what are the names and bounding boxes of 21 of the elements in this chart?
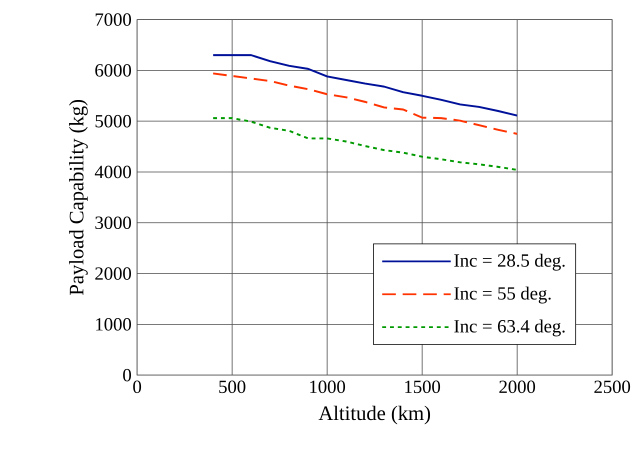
- legend-label: Inc = 63.4 deg.: [454, 319, 565, 336]
- line-series: [212, 117, 518, 171]
- y-tick-label: 0: [123, 368, 132, 382]
- y-tick-label: 1000: [96, 318, 132, 331]
- x-tick-label: 1000: [310, 380, 346, 394]
- y-tick-label: 2000: [95, 267, 132, 280]
- x-tick-label: 1500: [405, 380, 440, 394]
- legend-label: Inc = 55 deg.: [454, 286, 551, 304]
- y-tick-label: 6000: [95, 64, 132, 77]
- y-tick-label: 4000: [94, 166, 132, 178]
- x-tick-label: 500: [219, 380, 246, 394]
- x-axis-title: Altitude (km): [318, 406, 430, 424]
- x-tick-label: 0: [133, 380, 142, 394]
- legend-label: Inc = 28.5 deg.: [454, 254, 565, 271]
- y-axis-title: Payload Capability (kg): [69, 100, 88, 295]
- y-tick-label: 3000: [95, 216, 132, 230]
- y-tick-label: 5000: [96, 114, 132, 128]
- x-tick-label: 2000: [499, 380, 536, 394]
- x-tick-label: 2500: [594, 380, 630, 394]
- line-series: [212, 72, 518, 135]
- y-tick-label: 7000: [96, 13, 132, 26]
